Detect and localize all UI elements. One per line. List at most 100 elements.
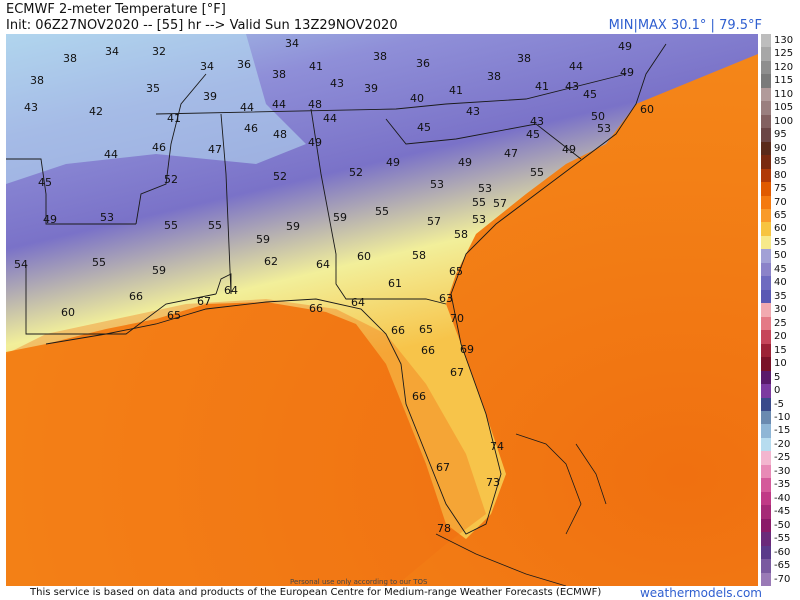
temperature-value: 53 (430, 178, 444, 191)
legend-label: -10 (774, 411, 791, 423)
legend-swatch (761, 47, 771, 61)
personal-use-note: Personal use only according to our TOS (290, 578, 428, 586)
legend-label: -20 (774, 438, 791, 450)
temperature-value: 66 (309, 302, 323, 315)
temperature-value: 44 (272, 98, 286, 111)
legend-row: 0 (758, 384, 800, 398)
legend-row: -45 (758, 505, 800, 519)
temperature-value: 47 (208, 143, 222, 156)
legend-swatch (761, 410, 771, 425)
legend-row: 100 (758, 114, 800, 129)
temperature-value: 69 (460, 343, 474, 356)
temperature-value: 64 (224, 284, 238, 297)
legend-swatch (761, 87, 771, 102)
legend-row: 70 (758, 195, 800, 209)
cold-region (6, 34, 306, 184)
legend-swatch (761, 559, 771, 573)
temperature-value: 66 (129, 290, 143, 303)
temperature-value: 52 (273, 170, 287, 183)
legend-label: 120 (774, 61, 794, 73)
temperature-value: 59 (256, 233, 270, 246)
temperature-value: 41 (309, 60, 323, 73)
state-border (385, 118, 582, 160)
temperature-value: 60 (61, 306, 75, 319)
map-subtitle: Init: 06Z27NOV2020 -- [55] hr --> Valid … (6, 18, 398, 33)
legend-row: -55 (758, 532, 800, 546)
legend-swatch (761, 491, 771, 506)
legend-swatch (761, 437, 771, 452)
footer-brand[interactable]: weathermodels.com (639, 586, 762, 600)
legend-row: 65 (758, 209, 800, 223)
temperature-value: 45 (583, 88, 597, 101)
legend-label: -65 (774, 560, 791, 572)
temperature-value: 53 (478, 182, 492, 195)
legend-label: -50 (774, 519, 791, 531)
legend-label: 100 (774, 115, 794, 127)
legend-label: 90 (774, 142, 787, 154)
footer-credit: This service is based on data and produc… (30, 587, 602, 598)
temperature-value: 55 (530, 166, 544, 179)
legend-swatch (761, 249, 771, 263)
legend-row: 20 (758, 330, 800, 344)
state-border (215, 273, 232, 295)
legend-row: -20 (758, 437, 800, 452)
temperature-value: 43 (24, 101, 38, 114)
temperature-value: 49 (308, 136, 322, 149)
legend-label: 50 (774, 250, 787, 262)
temperature-value: 78 (437, 522, 451, 535)
state-border (25, 264, 217, 335)
legend-swatch (761, 343, 771, 358)
legend-label: 30 (774, 304, 787, 316)
legend-swatch (761, 209, 771, 223)
temperature-value: 66 (412, 390, 426, 403)
legend-swatch (761, 330, 771, 344)
legend-row: -15 (758, 424, 800, 438)
legend-swatch (761, 572, 771, 586)
legend-swatch (761, 532, 771, 546)
temperature-value: 53 (472, 213, 486, 226)
legend-label: 60 (774, 223, 787, 235)
temperature-value: 59 (333, 211, 347, 224)
legend-label: 45 (774, 263, 787, 275)
temperature-value: 38 (63, 52, 77, 65)
legend-row: -50 (758, 518, 800, 533)
legend-swatch (761, 357, 771, 371)
state-border (220, 113, 232, 295)
temperature-value: 45 (417, 121, 431, 134)
temperature-value: 67 (197, 295, 211, 308)
legend-row: 80 (758, 168, 800, 183)
legend-swatch (761, 74, 771, 88)
legend-label: 80 (774, 169, 787, 181)
legend-row: -25 (758, 451, 800, 465)
legend-swatch (761, 451, 771, 465)
temperature-value: 52 (164, 173, 178, 186)
temperature-value: 43 (565, 80, 579, 93)
temperature-value: 59 (286, 220, 300, 233)
temperature-value: 65 (419, 323, 433, 336)
legend-label: 125 (774, 48, 794, 60)
header: ECMWF 2-meter Temperature [°F] Init: 06Z… (0, 0, 800, 34)
temperature-value: 34 (200, 60, 214, 73)
temperature-value: 66 (421, 344, 435, 357)
temperature-value: 67 (436, 461, 450, 474)
temperature-value: 38 (517, 52, 531, 65)
legend-row: 45 (758, 262, 800, 277)
temperature-value: 43 (466, 105, 480, 118)
temperature-value: 53 (597, 122, 611, 135)
legend-row: 5 (758, 370, 800, 385)
temperature-value: 55 (375, 205, 389, 218)
legend-swatch (761, 195, 771, 209)
temperature-value: 34 (285, 37, 299, 50)
legend-swatch (761, 464, 771, 479)
legend-row: 60 (758, 222, 800, 236)
state-border (310, 108, 447, 305)
legend-swatch (761, 168, 771, 183)
temperature-value: 59 (152, 264, 166, 277)
temperature-value: 36 (416, 57, 430, 70)
legend-label: 20 (774, 331, 787, 343)
temperature-value: 41 (449, 84, 463, 97)
temperature-value: 46 (152, 141, 166, 154)
legend-row: 55 (758, 235, 800, 250)
temperature-value: 44 (569, 60, 583, 73)
legend-row: -10 (758, 410, 800, 425)
